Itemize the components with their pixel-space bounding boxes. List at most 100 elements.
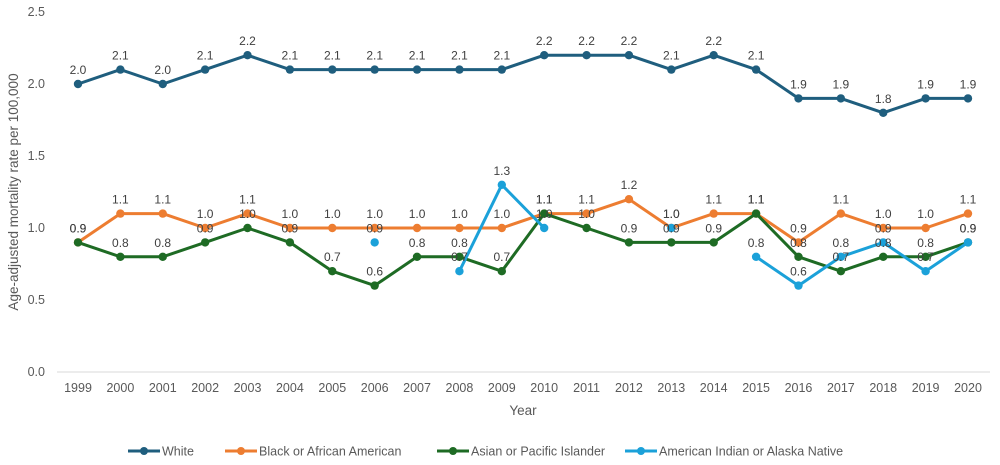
x-tick-label: 2012	[615, 381, 643, 395]
data-point	[836, 252, 846, 261]
x-tick-label: 2000	[106, 381, 134, 395]
data-label: 0.6	[366, 265, 383, 279]
data-label: 1.1	[578, 193, 595, 207]
data-label: 1.3	[493, 164, 510, 178]
data-point	[624, 238, 634, 247]
series-asian-or-pacific-islander	[73, 209, 973, 290]
x-tick-label: 2016	[785, 381, 813, 395]
data-label: 1.1	[536, 193, 553, 207]
data-label: 0.9	[875, 221, 892, 235]
data-label: 2.1	[324, 49, 341, 63]
data-point	[73, 238, 83, 247]
data-label: 0.9	[282, 221, 299, 235]
x-tick-label: 2020	[954, 381, 982, 395]
y-tick-label: 1.0	[28, 221, 45, 235]
data-point	[370, 65, 379, 74]
data-label: 1.0	[324, 207, 341, 221]
data-label: 0.9	[663, 221, 680, 235]
x-tick-label: 2002	[191, 381, 219, 395]
data-point	[751, 65, 761, 74]
legend-label: American Indian or Alaska Native	[659, 445, 843, 459]
legend: White Black or African American Asian or P…	[128, 445, 843, 459]
data-label: 1.0	[663, 207, 680, 221]
data-point	[455, 65, 464, 74]
data-label: 1.0	[197, 207, 214, 221]
data-label: 1.9	[833, 77, 850, 91]
data-point	[412, 65, 422, 74]
data-label: 1.0	[366, 207, 383, 221]
data-point	[751, 252, 761, 261]
data-label: 1.1	[705, 193, 722, 207]
data-point	[116, 252, 125, 261]
x-tick-label: 2006	[361, 381, 389, 395]
data-label: 1.0	[493, 207, 510, 221]
data-point	[455, 267, 464, 276]
x-tick-label: 2005	[318, 381, 346, 395]
data-label: 0.8	[154, 236, 171, 250]
data-label: 1.1	[748, 193, 765, 207]
x-tick-label: 2011	[573, 381, 600, 395]
x-tick-label: 2019	[912, 381, 940, 395]
data-point	[963, 209, 973, 218]
data-point	[751, 209, 761, 218]
data-point	[497, 223, 507, 233]
x-tick-label: 2001	[149, 381, 177, 395]
data-point	[582, 209, 591, 218]
data-point	[370, 223, 379, 233]
legend-label: White	[162, 445, 194, 459]
data-label: 1.0	[451, 207, 468, 221]
data-label: 1.0	[282, 207, 299, 221]
x-tick-label: 2013	[657, 381, 685, 395]
data-point	[243, 223, 252, 233]
data-point	[921, 94, 930, 103]
series-line	[77, 197, 969, 244]
data-label: 1.1	[112, 193, 129, 207]
data-label: 0.8	[409, 236, 426, 250]
data-label: 1.2	[621, 178, 638, 192]
data-label: 2.1	[663, 49, 680, 63]
data-label: 2.1	[493, 49, 510, 63]
data-point	[582, 51, 591, 60]
data-point	[836, 267, 846, 276]
data-point	[539, 51, 549, 60]
data-point	[794, 281, 803, 290]
data-label: 1.0	[875, 207, 892, 221]
data-point	[582, 223, 591, 233]
series-line	[77, 53, 968, 115]
y-axis-title: Age-adjusted mortality rate per 100,000	[6, 73, 21, 310]
legend-item: Asian or Pacific Islander	[437, 445, 605, 459]
data-point	[370, 281, 379, 290]
data-point	[539, 223, 549, 233]
legend-marker-icon	[449, 447, 457, 455]
data-label: 2.1	[197, 49, 214, 63]
data-point	[667, 238, 676, 247]
data-point	[921, 223, 930, 233]
data-label: 2.1	[409, 49, 426, 63]
series-american-indian-or-alaska-native	[370, 180, 973, 290]
y-tick-label: 0.0	[28, 365, 45, 379]
data-point	[794, 94, 803, 103]
data-point	[879, 223, 888, 233]
series-line	[755, 240, 969, 288]
data-label: 1.9	[960, 77, 977, 91]
data-label: 1.8	[875, 92, 892, 106]
data-label: 1.9	[917, 77, 934, 91]
data-label: 1.0	[409, 207, 426, 221]
data-label: 0.9	[960, 221, 977, 235]
data-label: 2.1	[451, 49, 468, 63]
x-tick-label: 2004	[276, 381, 304, 395]
data-point	[370, 238, 379, 247]
data-labels: 2.0 2.1 2.0 2.1 2.2 2.1 2.1 2.1 2.1 2.1 2.1 2.2 2.2 2…	[70, 34, 977, 278]
data-label: 1.0	[917, 207, 934, 221]
y-tick-label: 2.0	[28, 77, 45, 91]
data-label: 1.0	[239, 207, 256, 221]
legend-label: Asian or Pacific Islander	[471, 445, 605, 459]
data-label: 1.9	[790, 77, 807, 91]
data-label: 0.7	[917, 250, 934, 264]
data-point	[497, 180, 507, 189]
data-label: 0.9	[621, 221, 638, 235]
data-point	[158, 79, 167, 89]
data-point	[879, 238, 888, 247]
data-label: 0.7	[493, 250, 510, 264]
